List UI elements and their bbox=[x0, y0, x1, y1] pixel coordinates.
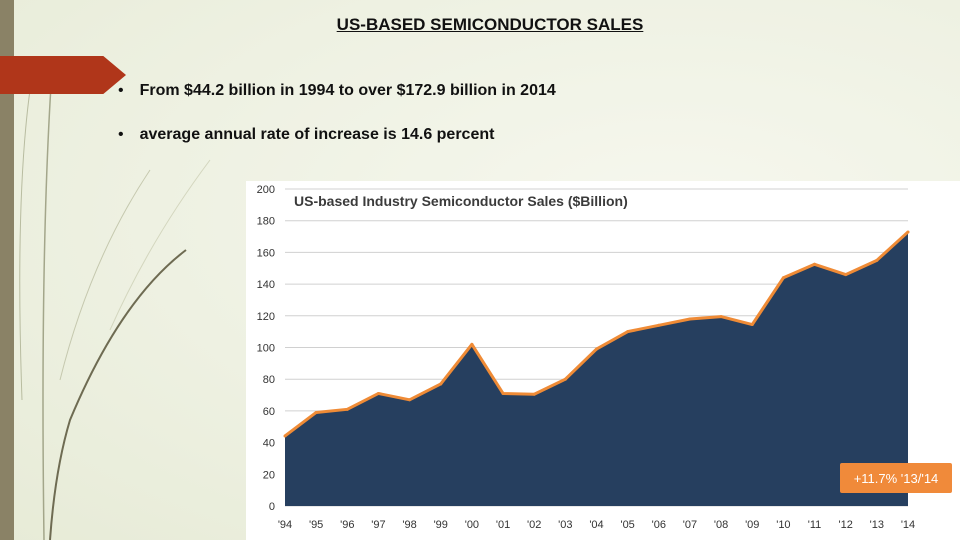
data-point bbox=[470, 342, 474, 346]
x-tick-label: '96 bbox=[340, 519, 354, 531]
x-tick-label: '97 bbox=[371, 519, 385, 531]
bullet-marker: • bbox=[118, 82, 124, 99]
x-tick-label: '13 bbox=[870, 519, 884, 531]
y-tick-label: 200 bbox=[257, 184, 275, 196]
x-tick-label: '04 bbox=[589, 519, 603, 531]
data-point bbox=[781, 276, 785, 280]
x-tick-label: '09 bbox=[745, 519, 759, 531]
left-accent-bar bbox=[0, 0, 14, 540]
data-point bbox=[906, 230, 910, 234]
accent-arrow-tab bbox=[0, 56, 126, 94]
bullet-text-1: From $44.2 billion in 1994 to over $172.… bbox=[139, 82, 556, 99]
bullet-point-2: • average annual rate of increase is 14.… bbox=[118, 126, 494, 144]
data-point bbox=[314, 410, 318, 414]
decorative-lines bbox=[19, 69, 211, 540]
x-tick-label: '94 bbox=[278, 519, 292, 531]
x-tick-label: '10 bbox=[776, 519, 790, 531]
x-tick-label: '00 bbox=[465, 519, 479, 531]
data-point bbox=[626, 330, 630, 334]
data-point bbox=[439, 382, 443, 386]
data-point bbox=[875, 258, 879, 262]
y-tick-label: 40 bbox=[263, 438, 275, 450]
x-tick-label: '03 bbox=[558, 519, 572, 531]
y-tick-label: 20 bbox=[263, 469, 275, 481]
data-point bbox=[376, 391, 380, 395]
y-tick-label: 180 bbox=[257, 216, 275, 228]
y-tick-label: 160 bbox=[257, 247, 275, 259]
y-tick-label: 60 bbox=[263, 406, 275, 418]
data-point bbox=[844, 273, 848, 277]
x-tick-label: '98 bbox=[402, 519, 416, 531]
chart-title: US-based Industry Semiconductor Sales ($… bbox=[294, 193, 628, 209]
x-tick-label: '14 bbox=[901, 519, 915, 531]
x-tick-label: '06 bbox=[652, 519, 666, 531]
x-tick-label: '12 bbox=[839, 519, 853, 531]
x-tick-label: '99 bbox=[434, 519, 448, 531]
bullet-text-2: average annual rate of increase is 14.6 … bbox=[139, 126, 495, 143]
y-tick-label: 140 bbox=[257, 279, 275, 291]
x-tick-label: '08 bbox=[714, 519, 728, 531]
data-point bbox=[657, 323, 661, 327]
data-point bbox=[408, 398, 412, 402]
y-tick-label: 100 bbox=[257, 343, 275, 355]
x-tick-label: '95 bbox=[309, 519, 323, 531]
data-point bbox=[688, 317, 692, 321]
data-point bbox=[813, 262, 817, 266]
y-tick-label: 80 bbox=[263, 374, 275, 386]
y-tick-label: 0 bbox=[269, 501, 275, 513]
x-tick-label: '02 bbox=[527, 519, 541, 531]
y-tick-label: 120 bbox=[257, 311, 275, 323]
data-point bbox=[532, 392, 536, 396]
sales-area bbox=[285, 231, 908, 506]
slide-title: US-BASED SEMICONDUCTOR SALES bbox=[336, 15, 644, 34]
chart-canvas: 0 20 40 60 80 100 120 140 160 180 200 '94 '95 '96 '97 '… bbox=[257, 184, 916, 531]
data-point bbox=[501, 391, 505, 395]
data-point bbox=[345, 407, 349, 411]
data-point bbox=[719, 315, 723, 319]
bullet-point-1: • From $44.2 billion in 1994 to over $17… bbox=[118, 82, 556, 100]
data-point bbox=[283, 434, 287, 438]
data-point bbox=[750, 323, 754, 327]
sales-chart: 0 20 40 60 80 100 120 140 160 180 200 '94 '95 '96 '97 '… bbox=[246, 181, 960, 540]
x-tick-label: '07 bbox=[683, 519, 697, 531]
x-tick-label: '01 bbox=[496, 519, 510, 531]
growth-badge: +11.7% '13/'14 bbox=[840, 463, 952, 493]
data-point bbox=[563, 377, 567, 381]
x-tick-label: '05 bbox=[620, 519, 634, 531]
x-tick-label: '11 bbox=[808, 519, 822, 531]
bullet-marker: • bbox=[118, 126, 124, 143]
data-point bbox=[595, 347, 598, 351]
